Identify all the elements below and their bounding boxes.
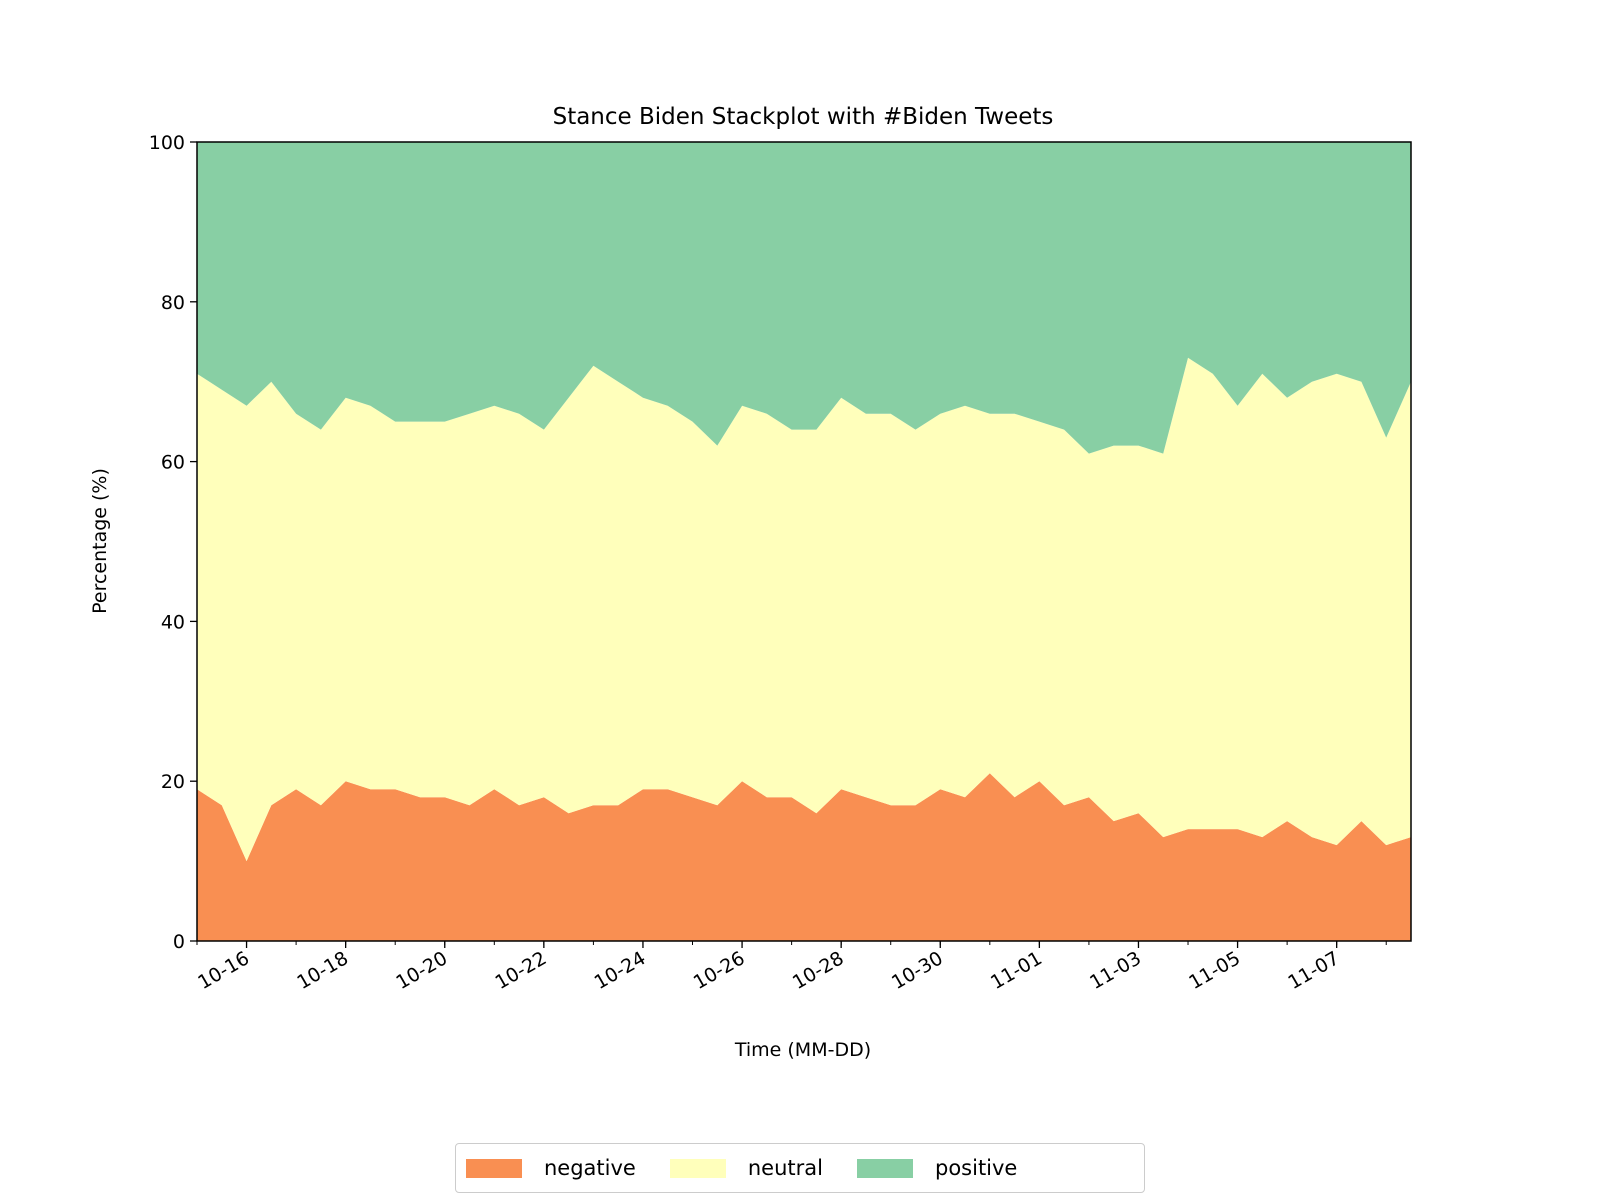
legend-item-neutral: neutral	[669, 1156, 823, 1180]
y-tick-label: 80	[161, 292, 185, 314]
x-tick-label: 10-26	[690, 947, 749, 994]
y-axis-label: Percentage (%)	[89, 468, 111, 614]
x-tick-label: 11-05	[1185, 947, 1244, 994]
legend-label: negative	[544, 1156, 636, 1180]
legend-swatch	[856, 1158, 913, 1178]
legend-label: neutral	[747, 1156, 823, 1180]
x-tick-label: 11-01	[987, 947, 1046, 994]
y-tick-label: 20	[161, 771, 185, 793]
legend: negative neutral positive	[455, 1143, 1145, 1193]
y-tick-label: 100	[149, 132, 185, 154]
legend-swatch	[669, 1158, 726, 1178]
x-tick-label: 10-20	[392, 947, 451, 994]
x-axis: 10-16 10-18 10-20 10-22 10-24 10-26 10-28 10-30…	[194, 941, 1387, 994]
area-layer	[197, 142, 1411, 941]
area-negative	[197, 773, 1411, 941]
x-tick-label: 10-16	[194, 947, 253, 994]
x-tick-label: 10-18	[293, 947, 352, 994]
x-tick-label: 10-22	[492, 947, 551, 994]
plot-frame	[196, 141, 1412, 942]
x-axis-label: Time (MM-DD)	[734, 1039, 871, 1061]
chart-title: Stance Biden Stackplot with #Biden Tweet…	[553, 104, 1054, 130]
x-tick-label: 10-30	[888, 947, 947, 994]
legend-swatch	[466, 1158, 522, 1178]
area-neutral	[197, 357, 1411, 862]
x-tick-label: 10-28	[789, 947, 848, 994]
x-tick-label: 10-24	[591, 947, 650, 994]
x-tick-label: 11-07	[1284, 947, 1343, 994]
y-axis: 0 20 40 60 80 100	[149, 132, 197, 953]
legend-label: positive	[934, 1156, 1018, 1180]
legend-item-positive: positive	[856, 1156, 1018, 1180]
y-tick-label: 60	[161, 452, 185, 474]
x-tick-label: 11-03	[1086, 947, 1145, 994]
area-positive	[197, 142, 1411, 454]
y-tick-label: 40	[161, 611, 185, 633]
y-tick-label: 0	[173, 931, 185, 953]
legend-item-negative: negative	[466, 1156, 636, 1180]
